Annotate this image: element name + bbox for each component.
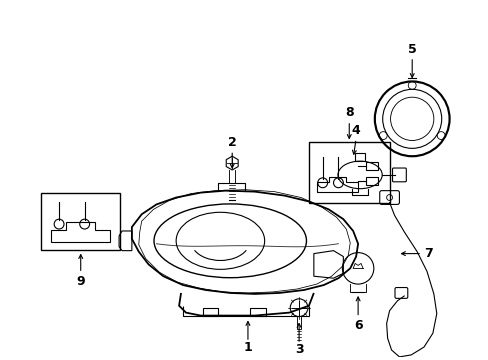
Text: 7: 7 (424, 247, 432, 260)
Bar (365, 177, 377, 185)
Bar (308, 143, 389, 203)
Text: 4: 4 (351, 124, 360, 137)
Text: 9: 9 (76, 275, 85, 288)
Text: 6: 6 (353, 319, 362, 332)
Bar (249, 308, 265, 316)
Text: 8: 8 (344, 107, 353, 120)
Text: 5: 5 (407, 42, 416, 55)
Text: 2: 2 (227, 136, 236, 149)
Text: 3: 3 (294, 342, 303, 356)
Bar (41, 193, 120, 250)
Text: 1: 1 (243, 341, 252, 354)
Bar (365, 162, 377, 170)
Bar (203, 308, 218, 316)
